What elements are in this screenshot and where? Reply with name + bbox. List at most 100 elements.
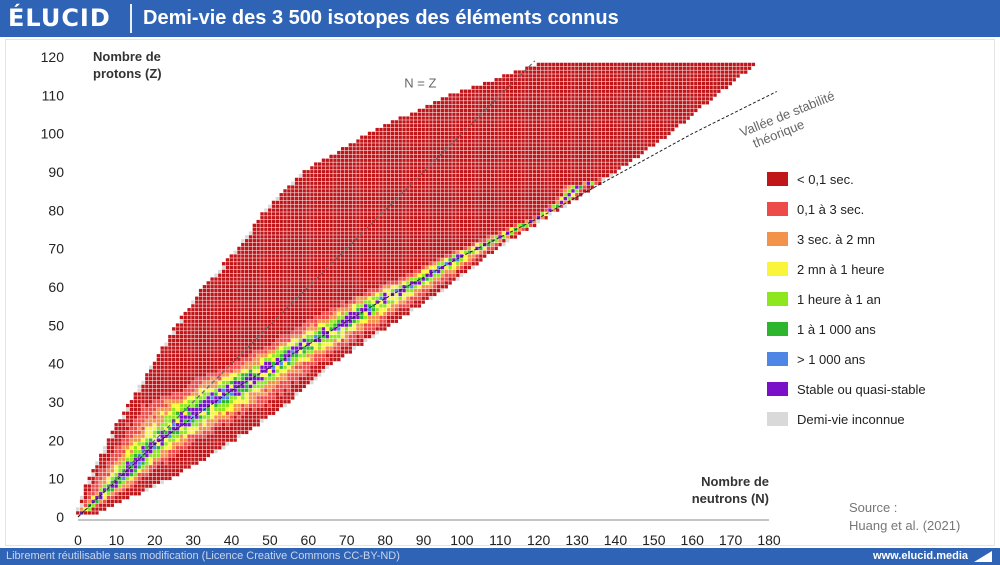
isotope-cell (87, 499, 91, 504)
isotope-cell (329, 300, 333, 304)
isotope-cell (179, 365, 184, 369)
isotope-cell (352, 296, 356, 300)
isotope-cell (436, 250, 441, 254)
isotope-cell (483, 166, 487, 170)
isotope-cell (191, 403, 195, 408)
isotope-cell (329, 354, 333, 358)
header-separator (130, 4, 132, 33)
isotope-cell (337, 150, 341, 155)
isotope-cell (582, 170, 587, 174)
isotope-cell (264, 308, 268, 312)
isotope-cell (402, 262, 406, 266)
isotope-cell (291, 227, 295, 231)
isotope-cell (287, 377, 291, 381)
isotope-cell (233, 350, 237, 354)
isotope-cell (498, 158, 502, 162)
isotope-cell (459, 235, 464, 239)
isotope-cell (502, 212, 506, 216)
isotope-cell (175, 357, 180, 362)
isotope-cell (321, 258, 326, 262)
isotope-cell (387, 311, 391, 316)
isotope-cell (398, 308, 402, 312)
isotope-cell (340, 162, 345, 166)
isotope-cell (287, 319, 291, 323)
isotope-cell (260, 392, 264, 396)
isotope-cell (440, 162, 445, 166)
isotope-cell (429, 154, 433, 159)
isotope-cell (179, 388, 184, 392)
isotope-cell (471, 216, 475, 220)
isotope-cell (459, 185, 464, 189)
isotope-cell (436, 150, 441, 155)
isotope-cell (529, 185, 533, 189)
isotope-cell (506, 154, 510, 159)
isotope-cell (229, 323, 233, 327)
isotope-cell (548, 170, 552, 174)
isotope-cell (413, 208, 418, 212)
isotope-cell (352, 189, 356, 193)
isotope-cell (156, 461, 161, 465)
isotope-cell (306, 200, 310, 205)
isotope-cell (283, 216, 287, 220)
isotope-cell (302, 273, 306, 277)
isotope-cell (498, 208, 502, 212)
isotope-cell (87, 507, 91, 511)
isotope-cell (490, 150, 495, 155)
isotope-cell (279, 219, 283, 224)
isotope-cell (433, 200, 437, 205)
isotope-cell (394, 166, 399, 170)
isotope-cell (129, 492, 134, 496)
isotope-cell (410, 281, 414, 285)
isotope-cell (356, 216, 360, 220)
isotope-cell (195, 430, 199, 435)
isotope-cell (321, 193, 326, 197)
isotope-cell (387, 185, 391, 189)
isotope-cell (410, 285, 414, 289)
isotope-cell (536, 204, 541, 208)
isotope-cell (179, 319, 184, 323)
isotope-cell (486, 242, 491, 247)
isotope-cell (133, 442, 137, 446)
isotope-cell (168, 369, 172, 373)
isotope-cell (99, 453, 103, 458)
isotope-cell (221, 342, 226, 346)
isotope-cell (129, 476, 134, 481)
isotope-cell (325, 304, 329, 308)
isotope-cell (440, 231, 445, 235)
isotope-cell (586, 154, 590, 159)
isotope-cell (191, 346, 195, 350)
isotope-cell (352, 154, 356, 159)
isotope-cell (160, 472, 164, 477)
isotope-cell (275, 354, 280, 358)
isotope-cell (490, 250, 495, 254)
isotope-cell (582, 185, 587, 189)
isotope-cell (321, 292, 326, 297)
isotope-cell (256, 223, 260, 228)
isotope-cell (241, 357, 245, 362)
isotope-cell (417, 250, 422, 254)
isotope-cell (417, 254, 422, 258)
isotope-cell (398, 281, 402, 285)
isotope-cell (195, 423, 199, 427)
isotope-cell (348, 227, 352, 231)
isotope-cell (456, 250, 460, 254)
isotope-cell (102, 492, 107, 496)
isotope-cell (352, 227, 356, 231)
isotope-cell (463, 173, 468, 178)
isotope-cell (598, 177, 602, 182)
isotope-cell (475, 258, 479, 262)
isotope-cell (183, 354, 187, 358)
isotope-cell (467, 231, 471, 235)
isotope-cell (172, 407, 176, 412)
isotope-cell (444, 212, 448, 216)
isotope-cell (99, 457, 103, 461)
isotope-cell (413, 277, 418, 281)
isotope-cell (256, 369, 260, 373)
isotope-cell (264, 265, 268, 270)
isotope-cell (471, 162, 475, 166)
isotope-cell (252, 258, 257, 262)
isotope-cell (179, 392, 184, 396)
isotope-cell (314, 219, 318, 224)
isotope-cell (352, 204, 356, 208)
isotope-cell (76, 511, 80, 515)
